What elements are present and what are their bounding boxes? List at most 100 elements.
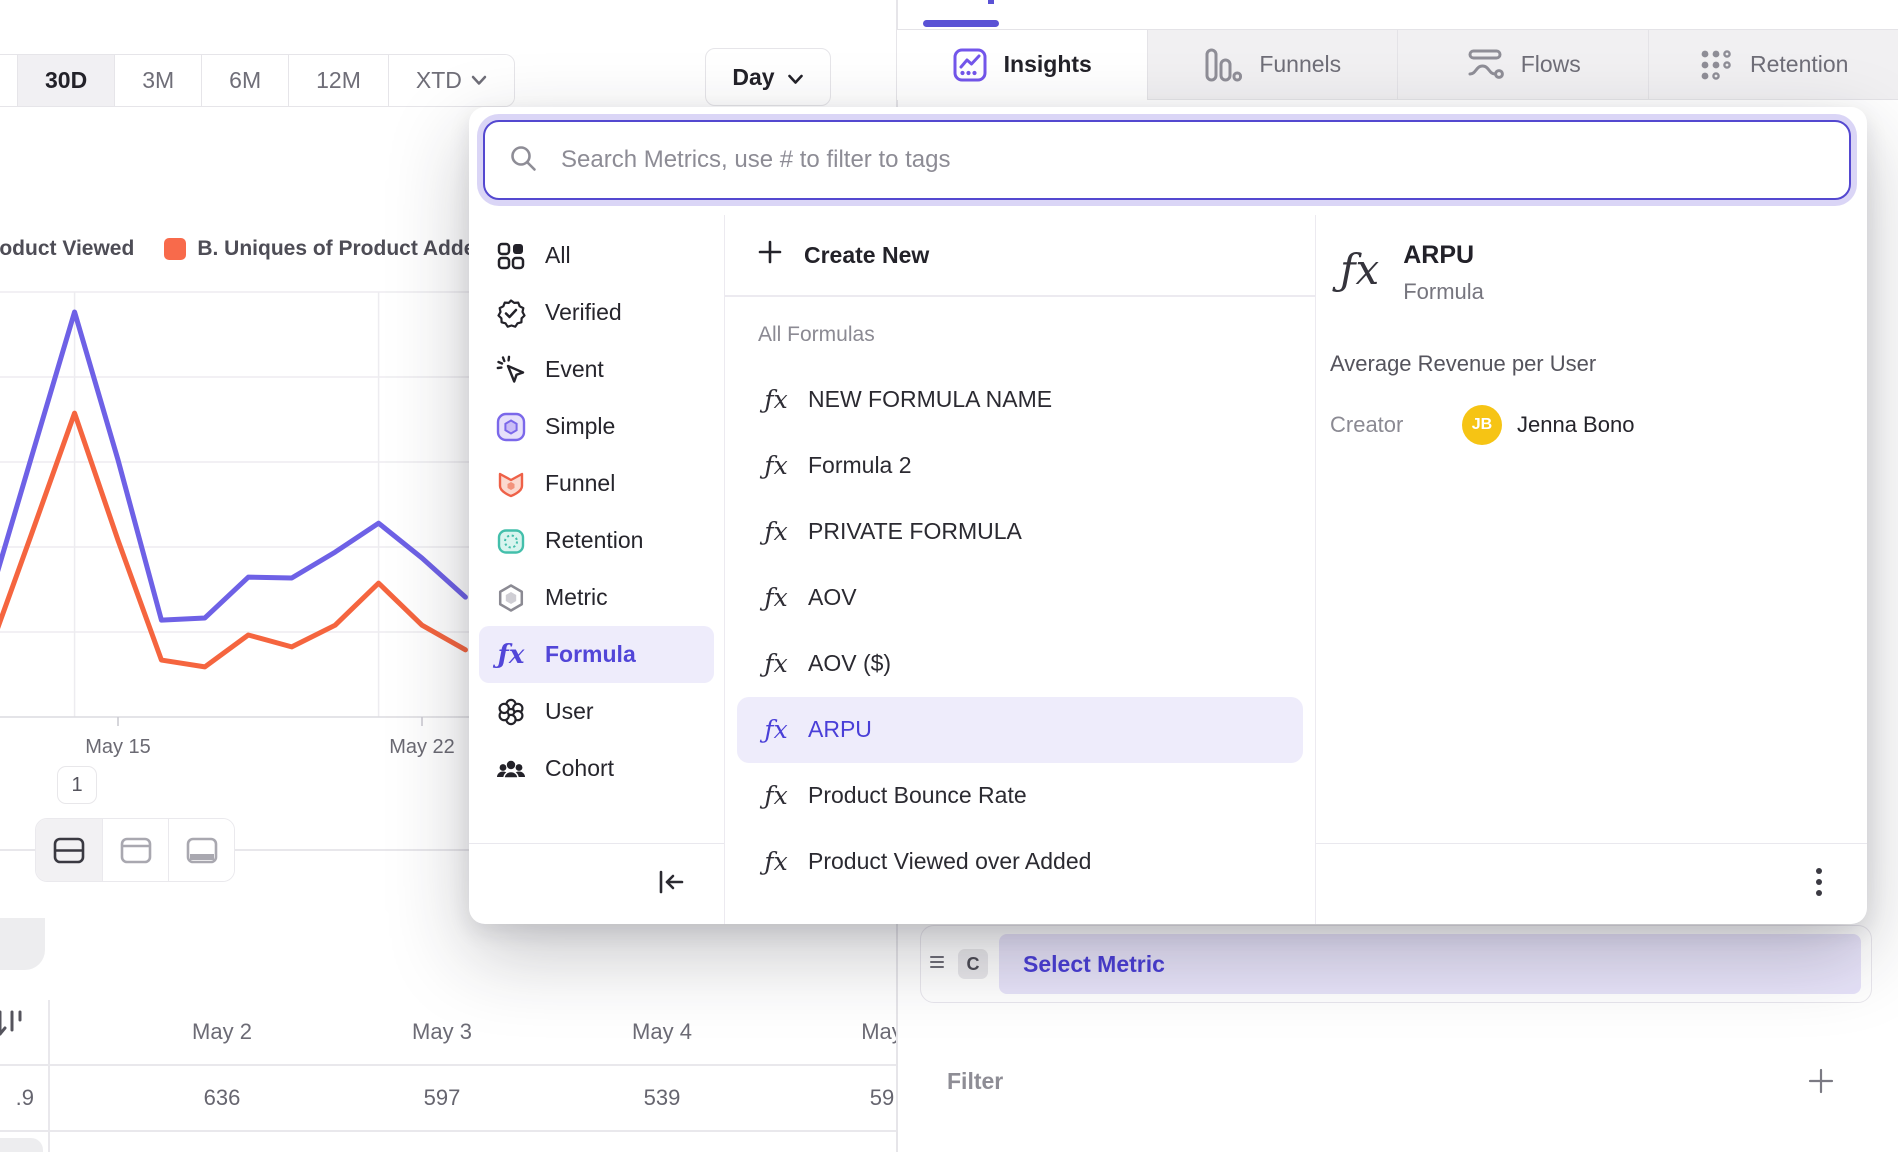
formula-icon: ƒx — [764, 451, 788, 480]
layout-split-button[interactable] — [36, 819, 102, 881]
sidebar-item-user[interactable]: User — [479, 683, 714, 740]
filter-section-label: Filter — [947, 1068, 1004, 1094]
collapse-sidebar-icon[interactable] — [656, 868, 686, 901]
table-row: 636 597 539 59 — [48, 1066, 896, 1130]
granularity-label: Day — [732, 63, 775, 90]
svg-text:May 15: May 15 — [85, 736, 151, 758]
drag-handle-icon[interactable] — [929, 954, 947, 975]
table-row-label: .9 — [15, 1085, 34, 1110]
metric-icon — [495, 582, 527, 614]
layout-bottom-button[interactable] — [168, 819, 234, 881]
table-header-row: May 2 May 3 May 4 May — [48, 1000, 896, 1064]
formula-icon: ƒx — [764, 715, 788, 744]
formula-name: NEW FORMULA NAME — [808, 386, 1053, 412]
table-rule — [0, 1130, 896, 1132]
formula-icon: ƒx — [764, 517, 788, 546]
search-input[interactable] — [559, 145, 1825, 175]
clipped-accent — [988, 0, 994, 4]
select-metric-label: Select Metric — [1023, 950, 1165, 977]
sticky-corner-tab — [0, 1138, 43, 1152]
formula-name: AOV — [808, 584, 857, 610]
sidebar-item-event[interactable]: Event — [479, 341, 714, 398]
sidebar-item-all[interactable]: All — [479, 227, 714, 284]
line-chart[interactable]: May 15 May 22 — [0, 270, 470, 760]
table-header-cell[interactable]: May 3 — [412, 1019, 472, 1044]
time-range-clipped-button[interactable] — [0, 55, 17, 106]
time-range-button[interactable]: 3M — [114, 55, 202, 106]
create-new-button[interactable]: Create New — [725, 215, 1315, 295]
formula-icon: ƒx — [764, 847, 788, 876]
page-number-badge[interactable]: 1 — [57, 766, 97, 804]
cohort-icon — [495, 753, 527, 785]
formula-icon: ƒx — [1340, 245, 1380, 294]
flows-icon — [1465, 47, 1505, 83]
legend-label: A. Uniques of Product Viewed — [0, 237, 135, 260]
time-range-button[interactable]: XTD — [387, 55, 514, 106]
funnels-icon — [1203, 47, 1243, 83]
sidebar-item-metric[interactable]: Metric — [479, 569, 714, 626]
table-cell[interactable]: 636 — [203, 1085, 241, 1110]
formula-list-item[interactable]: ƒx Formula 2 — [737, 433, 1303, 499]
granularity-dropdown[interactable]: Day — [705, 48, 831, 106]
select-metric-button[interactable]: Select Metric — [999, 934, 1861, 994]
category-label: Verified — [545, 299, 622, 325]
metric-position-badge: C — [958, 949, 988, 979]
legend-swatch — [164, 238, 187, 260]
table-header-cell[interactable]: May — [861, 1019, 896, 1044]
plus-icon — [758, 240, 782, 270]
detail-title: ARPU — [1403, 241, 1475, 269]
metric-search-box — [483, 120, 1851, 200]
time-range-label: 12M — [316, 67, 361, 93]
detail-type: Formula — [1403, 279, 1484, 304]
sidebar-item-cohort[interactable]: Cohort — [479, 740, 714, 797]
formula-icon: ƒx — [764, 649, 788, 678]
create-new-label: Create New — [804, 241, 930, 268]
category-label: Cohort — [545, 755, 615, 781]
sidebar-item-formula[interactable]: ƒx Formula — [479, 626, 714, 683]
sidebar-item-simple[interactable]: Simple — [479, 398, 714, 455]
table-header-cell[interactable]: May 2 — [192, 1019, 252, 1044]
time-range-label: 6M — [229, 67, 262, 93]
legend-item[interactable]: A. Uniques of Product Viewed — [0, 237, 134, 261]
formula-list-item[interactable]: ƒx Product Bounce Rate — [737, 763, 1303, 829]
tab-insights[interactable]: Insights — [897, 30, 1147, 100]
sidebar-item-funnel[interactable]: Funnel — [479, 455, 714, 512]
add-filter-button[interactable] — [1806, 1066, 1836, 1101]
layout-top-button[interactable] — [102, 819, 168, 881]
funnel-icon — [495, 468, 527, 500]
kebab-menu-icon[interactable] — [1815, 866, 1823, 903]
formula-list-item[interactable]: ƒx ARPU — [737, 696, 1303, 763]
time-range-button[interactable]: 6M — [201, 55, 289, 106]
formula-list-item[interactable]: ƒx AOV — [737, 565, 1303, 631]
table-header-cell[interactable]: May 4 — [632, 1019, 692, 1044]
formula-list-item[interactable]: ƒx AOV ($) — [737, 631, 1303, 697]
tab-label: Insights — [1003, 51, 1092, 77]
formula-name: Formula 2 — [808, 452, 912, 478]
tab-label: Funnels — [1259, 51, 1342, 77]
formula-list-item[interactable]: ƒx NEW FORMULA NAME — [737, 367, 1303, 433]
formula-list-item[interactable]: ƒx Product Viewed over Added — [737, 829, 1303, 895]
tab-retention[interactable]: Retention — [1647, 30, 1898, 100]
list-section-label: All Formulas — [758, 322, 875, 346]
sidebar-footer — [469, 843, 724, 924]
time-range-button[interactable]: 30D — [17, 55, 115, 106]
tab-funnels[interactable]: Funnels — [1146, 30, 1397, 100]
event-click-icon — [495, 354, 527, 386]
sort-descending-icon[interactable] — [0, 1006, 26, 1045]
time-range-button[interactable]: 12M — [288, 55, 388, 106]
tab-flows[interactable]: Flows — [1397, 30, 1648, 100]
section-divider — [0, 849, 896, 851]
formula-icon: ƒx — [764, 583, 788, 612]
sidebar-item-verified[interactable]: Verified — [479, 284, 714, 341]
table-cell[interactable]: 597 — [423, 1085, 461, 1110]
sidebar-item-retention[interactable]: Retention — [479, 512, 714, 569]
legend-item[interactable]: B. Uniques of Product Added — [164, 237, 488, 261]
grid-all-icon — [495, 240, 527, 272]
table-cell[interactable]: 539 — [643, 1085, 681, 1110]
category-label: Event — [545, 356, 604, 382]
formula-name: PRIVATE FORMULA — [808, 518, 1022, 544]
formula-list-item[interactable]: ƒx PRIVATE FORMULA — [737, 499, 1303, 565]
chevron-down-icon — [787, 64, 804, 91]
user-icon — [495, 696, 527, 728]
table-cell[interactable]: 59 — [869, 1085, 895, 1110]
